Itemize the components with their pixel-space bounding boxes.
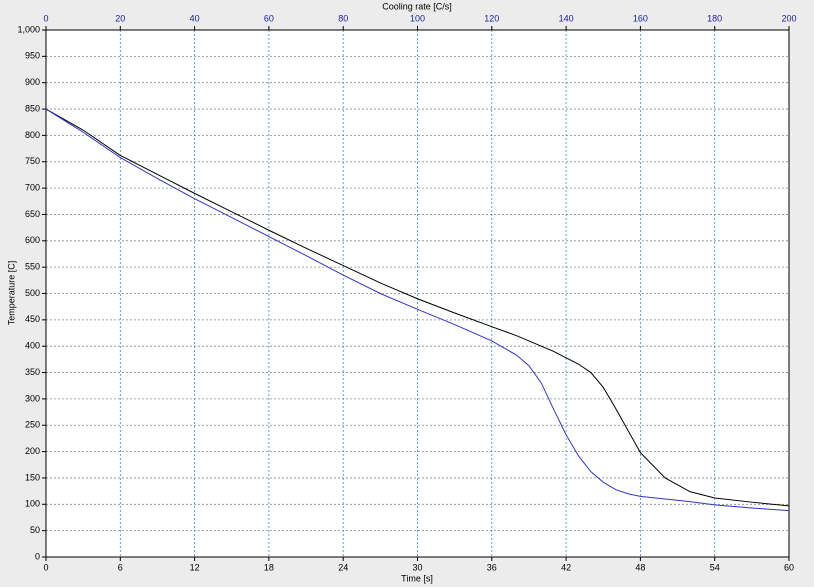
y-tick-label: 100 bbox=[25, 499, 40, 509]
y-tick-label: 1,000 bbox=[17, 24, 40, 34]
y-tick-label: 50 bbox=[30, 525, 40, 535]
x2-tick-label: 20 bbox=[115, 13, 125, 23]
series-line bbox=[45, 108, 790, 507]
x2-tick-label: 100 bbox=[410, 13, 425, 23]
y-tick-label: 800 bbox=[25, 130, 40, 140]
y-tick-label: 750 bbox=[25, 156, 40, 166]
y-tick-label: 150 bbox=[25, 472, 40, 482]
x2-tick-label: 180 bbox=[707, 13, 722, 23]
x-tick-label: 30 bbox=[412, 562, 422, 572]
y-tick-label: 450 bbox=[25, 314, 40, 324]
y-tick-label: 300 bbox=[25, 393, 40, 403]
x2-tick-label: 200 bbox=[781, 13, 796, 23]
y-tick-label: 900 bbox=[25, 77, 40, 87]
y-axis-title: Temperature [C] bbox=[6, 261, 16, 326]
x-tick-label: 0 bbox=[43, 562, 48, 572]
x-tick-label: 18 bbox=[264, 562, 274, 572]
x2-tick-label: 140 bbox=[559, 13, 574, 23]
x2-tick-label: 60 bbox=[264, 13, 274, 23]
x-tick-label: 54 bbox=[710, 562, 720, 572]
y-tick-label: 400 bbox=[25, 341, 40, 351]
y-tick-label: 0 bbox=[35, 551, 40, 561]
x-tick-label: 12 bbox=[190, 562, 200, 572]
y-tick-label: 200 bbox=[25, 446, 40, 456]
plot-area bbox=[45, 29, 790, 558]
plot-border bbox=[45, 29, 790, 558]
y-tick-label: 950 bbox=[25, 51, 40, 61]
series-line bbox=[45, 108, 790, 512]
x2-tick-label: 0 bbox=[43, 13, 48, 23]
x-tick-label: 48 bbox=[635, 562, 645, 572]
y-tick-label: 600 bbox=[25, 235, 40, 245]
x2-tick-label: 160 bbox=[633, 13, 648, 23]
x2-tick-label: 40 bbox=[190, 13, 200, 23]
y-tick-label: 700 bbox=[25, 182, 40, 192]
x-axis-title: Time [s] bbox=[401, 573, 433, 583]
x2-tick-label: 80 bbox=[338, 13, 348, 23]
y-tick-label: 250 bbox=[25, 420, 40, 430]
x2-tick-label: 120 bbox=[484, 13, 499, 23]
x-tick-label: 42 bbox=[561, 562, 571, 572]
y-tick-label: 550 bbox=[25, 262, 40, 272]
y-tick-label: 350 bbox=[25, 367, 40, 377]
x-tick-label: 24 bbox=[338, 562, 348, 572]
x-tick-label: 60 bbox=[784, 562, 794, 572]
x-tick-label: 6 bbox=[118, 562, 123, 572]
x-tick-label: 36 bbox=[487, 562, 497, 572]
y-tick-label: 850 bbox=[25, 103, 40, 113]
x2-axis-title: Cooling rate [C/s] bbox=[382, 1, 452, 11]
y-tick-label: 500 bbox=[25, 288, 40, 298]
y-tick-label: 650 bbox=[25, 209, 40, 219]
